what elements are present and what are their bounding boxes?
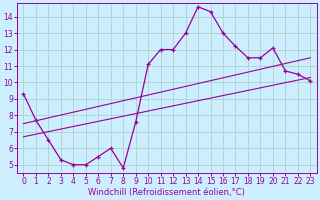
X-axis label: Windchill (Refroidissement éolien,°C): Windchill (Refroidissement éolien,°C) [88,188,245,197]
